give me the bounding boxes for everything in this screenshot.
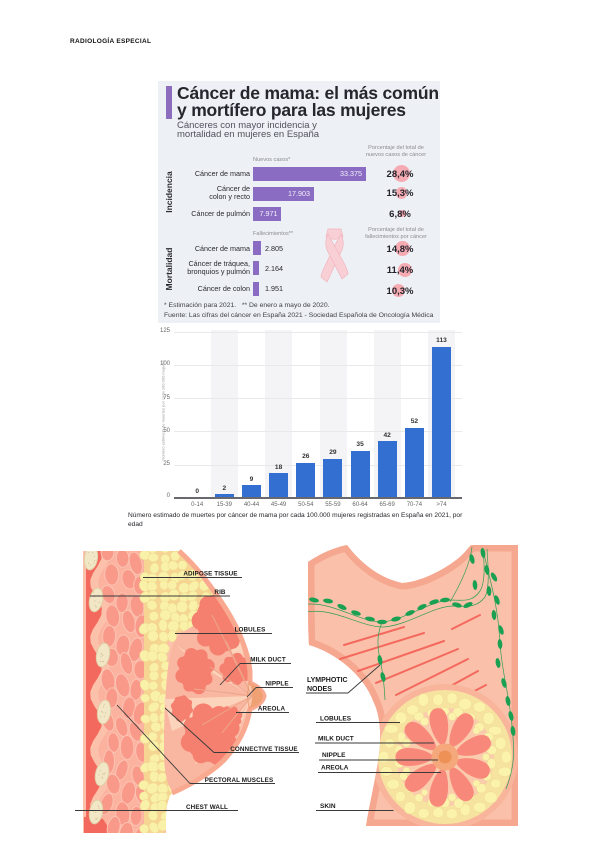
svg-text:AREOLA: AREOLA <box>321 765 349 772</box>
svg-text:MILK DUCT: MILK DUCT <box>318 736 354 743</box>
svg-text:SKIN: SKIN <box>320 803 336 810</box>
svg-text:RIB: RIB <box>214 589 225 596</box>
svg-text:CHEST WALL: CHEST WALL <box>186 804 228 811</box>
svg-text:NIPPLE: NIPPLE <box>265 681 288 688</box>
svg-text:AREOLA: AREOLA <box>258 706 286 713</box>
svg-text:LOBULES: LOBULES <box>235 627 266 634</box>
svg-text:LOBULES: LOBULES <box>320 716 352 723</box>
svg-text:ADIPOSE TISSUE: ADIPOSE TISSUE <box>183 571 237 578</box>
svg-text:LYMPHOTIC: LYMPHOTIC <box>307 677 348 684</box>
svg-text:CONNECTIVE TISSUE: CONNECTIVE TISSUE <box>230 746 297 753</box>
svg-text:NODES: NODES <box>307 686 332 693</box>
svg-text:MILK DUCT: MILK DUCT <box>250 657 286 664</box>
svg-text:NIPPLE: NIPPLE <box>322 752 346 759</box>
svg-text:PECTORAL MUSCLES: PECTORAL MUSCLES <box>205 777 274 784</box>
